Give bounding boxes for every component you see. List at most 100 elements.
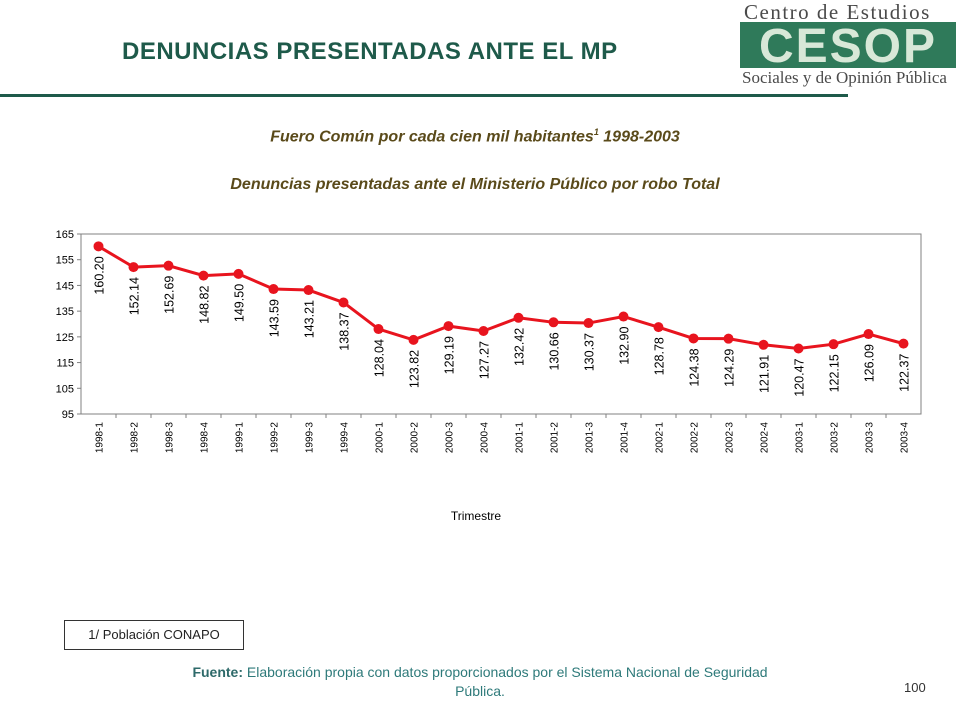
data-label: 130.66 (548, 332, 562, 370)
data-label: 130.37 (583, 333, 597, 371)
x-tick-label: 2002-1 (655, 422, 666, 454)
x-tick-label: 2000-3 (445, 422, 456, 454)
data-label: 132.90 (618, 326, 632, 364)
data-label: 152.14 (128, 277, 142, 315)
data-label: 121.91 (758, 355, 772, 393)
svg-text:CESOP: CESOP (759, 22, 937, 68)
x-tick-label: 1998-3 (165, 422, 176, 454)
x-tick-label: 2002-2 (690, 422, 701, 454)
x-tick-label: 2001-1 (515, 422, 526, 454)
data-point (128, 262, 139, 273)
y-tick-label: 105 (56, 383, 74, 395)
x-tick-label: 1998-2 (130, 422, 141, 454)
data-label: 148.82 (198, 286, 212, 324)
y-tick-label: 95 (62, 409, 74, 421)
data-point (233, 268, 244, 279)
x-tick-label: 1998-4 (200, 422, 211, 454)
data-point (93, 241, 104, 252)
data-label: 122.15 (828, 354, 842, 392)
data-point (513, 312, 524, 323)
data-point (793, 343, 804, 354)
data-label: 128.04 (373, 339, 387, 377)
data-point (548, 317, 559, 328)
subtitle-1-years: 1998-2003 (598, 128, 680, 146)
x-tick-label: 1999-2 (270, 422, 281, 454)
x-tick-label: 1999-1 (235, 422, 246, 454)
x-tick-label: 2003-4 (900, 422, 911, 454)
source-label: Fuente: (192, 664, 243, 680)
data-label: 129.19 (443, 336, 457, 374)
chart-subtitle-1: Fuero Común por cada cien mil habitantes… (0, 127, 955, 146)
data-label: 127.27 (478, 341, 492, 379)
data-point (373, 324, 384, 335)
data-point (758, 339, 769, 350)
data-label: 120.47 (793, 358, 807, 396)
x-tick-label: 1998-1 (95, 422, 106, 454)
x-tick-label: 2001-4 (620, 422, 631, 454)
cesop-logo: Centro de Estudios CESOP Sociales y de O… (736, 0, 960, 100)
x-tick-label: 2002-4 (760, 422, 771, 454)
logo-bottom-text: Sociales y de Opinión Pública (742, 68, 947, 87)
footnote-box: 1/ Población CONAPO (64, 620, 244, 650)
logo-top-text: Centro de Estudios (744, 0, 931, 24)
x-tick-label: 2000-4 (480, 422, 491, 454)
data-point (653, 322, 664, 333)
data-point (688, 333, 699, 344)
data-point (828, 339, 839, 350)
data-label: 143.21 (303, 300, 317, 338)
data-label: 122.37 (898, 354, 912, 392)
page-number: 100 (904, 680, 926, 695)
data-label: 152.69 (163, 276, 177, 314)
y-axis: 95 105 115 125 135 145 155 165 (56, 229, 922, 421)
data-label: 124.29 (723, 349, 737, 387)
source-note: Fuente: Elaboración propia con datos pro… (170, 663, 790, 701)
y-tick-label: 155 (56, 255, 74, 267)
data-point (898, 338, 909, 349)
chart-subtitle-2: Denuncias presentadas ante el Ministerio… (230, 176, 720, 193)
series-line (97, 245, 904, 351)
y-tick-label: 135 (56, 306, 74, 318)
data-point (443, 321, 454, 332)
y-tick-label: 145 (56, 280, 74, 292)
series-robo-total: 160.20 152.14 152.69 148.82 149.50 143.59 143.… (93, 241, 912, 397)
data-point (723, 333, 734, 344)
source-text: Elaboración propia con datos proporciona… (243, 664, 768, 699)
data-point (583, 318, 594, 329)
x-tick-label: 2003-2 (830, 422, 841, 454)
cesop-logo-mark: CESOP (740, 22, 956, 68)
x-tick-label: 2003-3 (865, 422, 876, 454)
data-label: 123.82 (408, 350, 422, 388)
x-tick-label: 2001-2 (550, 422, 561, 454)
y-tick-label: 125 (56, 332, 74, 344)
y-tick-label: 165 (56, 229, 74, 241)
data-point (863, 329, 874, 340)
y-tick-label: 115 (56, 358, 74, 370)
data-label: 149.50 (233, 284, 247, 322)
data-point (268, 284, 279, 295)
data-point (338, 297, 349, 308)
data-point (163, 260, 174, 271)
data-point (618, 311, 629, 322)
subtitle-1-text: Fuero Común por cada cien mil habitantes (270, 128, 594, 146)
title-rule (0, 94, 848, 97)
data-label: 124.38 (688, 348, 702, 386)
data-label: 126.09 (863, 344, 877, 382)
slide-title: DENUNCIAS PRESENTADAS ANTE EL MP (122, 38, 618, 65)
x-tick-label: 2000-2 (410, 422, 421, 454)
data-label: 132.42 (513, 328, 527, 366)
x-axis-label: Trimestre (451, 509, 502, 520)
x-axis: 1998-1 1998-2 1998-3 1998-4 1999-1 1999-2 1999… (95, 414, 911, 453)
data-point (408, 334, 419, 345)
data-label: 143.59 (268, 299, 282, 337)
subtitle-1-footnote-mark: 1 (593, 127, 599, 137)
data-label: 128.78 (653, 337, 667, 375)
x-tick-label: 1999-4 (340, 422, 351, 454)
data-point (303, 285, 314, 296)
x-tick-label: 2003-1 (795, 422, 806, 454)
x-tick-label: 2000-1 (375, 422, 386, 454)
x-tick-label: 2001-3 (585, 422, 596, 454)
x-tick-label: 2002-3 (725, 422, 736, 454)
data-point (198, 270, 209, 281)
data-label: 160.20 (93, 256, 107, 294)
